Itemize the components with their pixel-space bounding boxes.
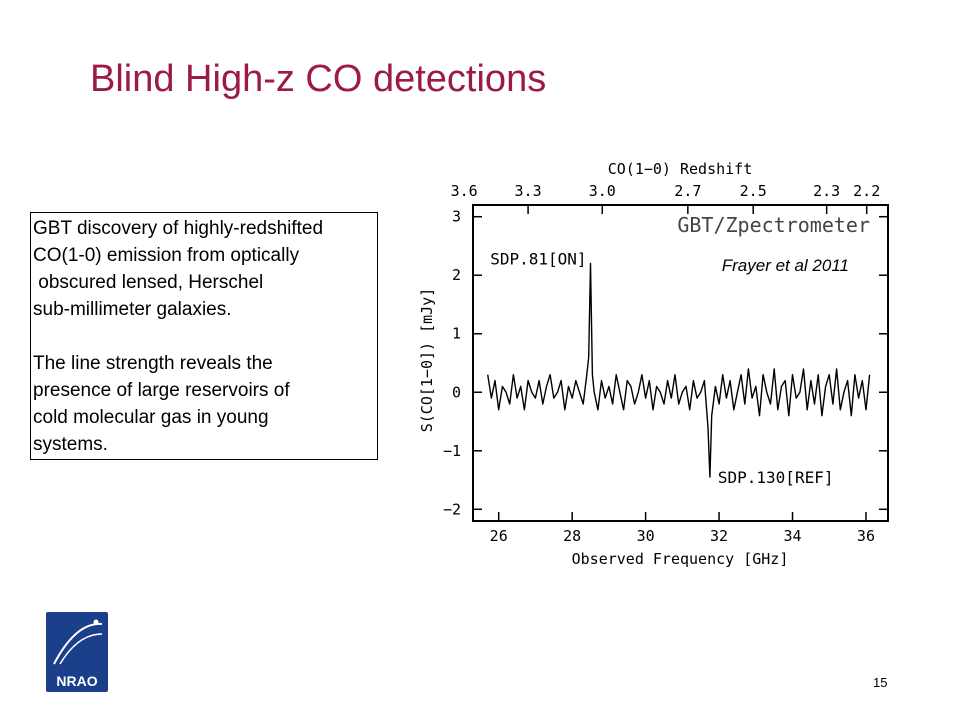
top-tick-label: 3.6 <box>451 182 478 200</box>
x-tick-label: 34 <box>783 527 801 545</box>
top-axis-label: CO(1−0) Redshift <box>608 160 753 178</box>
citation-label: Frayer et al 2011 <box>722 256 849 275</box>
text-line: presence of large reservoirs of <box>33 380 290 401</box>
instrument-label: GBT/Zpectrometer <box>677 213 870 237</box>
x-tick-label: 28 <box>563 527 581 545</box>
y-tick-label: 0 <box>452 383 461 401</box>
text-line: obscured lensed, Herschel <box>33 272 264 293</box>
y-tick-label: 3 <box>452 208 461 226</box>
text-line: cold molecular gas in young <box>33 407 269 428</box>
page-number: 15 <box>873 675 888 690</box>
spectrum-line <box>487 262 871 478</box>
spectrum-chart: 26 28 30 32 34 36 3.6 3.3 3.0 2.7 2.5 2.3 2.2 −2 −1 0 1 2… <box>418 160 889 568</box>
annotation-label: SDP.130[REF] <box>718 468 834 487</box>
y-tick-label: 1 <box>452 325 461 343</box>
y-tick-label: −2 <box>443 500 461 518</box>
y-axis-label: S(CO[1−0]) [mJy] <box>418 288 436 433</box>
slide-title: Blind High-z CO detections <box>90 58 547 100</box>
x-tick-label: 30 <box>637 527 655 545</box>
top-tick-label: 2.3 <box>813 182 840 200</box>
top-tick-label: 3.3 <box>515 182 542 200</box>
x-tick-label: 26 <box>490 527 508 545</box>
text-line: The line strength reveals the <box>33 353 273 374</box>
top-tick-label: 3.0 <box>589 182 616 200</box>
y-tick-label: 2 <box>452 266 461 284</box>
top-tick-label: 2.5 <box>740 182 767 200</box>
text-line: GBT discovery of highly-redshifted <box>33 218 324 239</box>
y-tick-label: −1 <box>443 442 461 460</box>
description-textbox: GBT discovery of highly-redshifted CO(1-… <box>30 212 378 460</box>
x-tick-label: 36 <box>857 527 875 545</box>
top-tick-label: 2.2 <box>853 182 880 200</box>
nrao-logo: NRAO <box>46 612 108 692</box>
x-tick-label: 32 <box>710 527 728 545</box>
annotation-label: SDP.81[ON] <box>490 249 586 268</box>
text-line: systems. <box>33 434 108 455</box>
logo-text: NRAO <box>56 673 97 689</box>
text-line: sub-millimeter galaxies. <box>33 299 232 320</box>
top-tick-label: 2.7 <box>674 182 701 200</box>
text-line: CO(1-0) emission from optically <box>33 245 300 266</box>
plot-frame <box>472 204 889 522</box>
x-axis-label: Observed Frequency [GHz] <box>572 550 789 568</box>
